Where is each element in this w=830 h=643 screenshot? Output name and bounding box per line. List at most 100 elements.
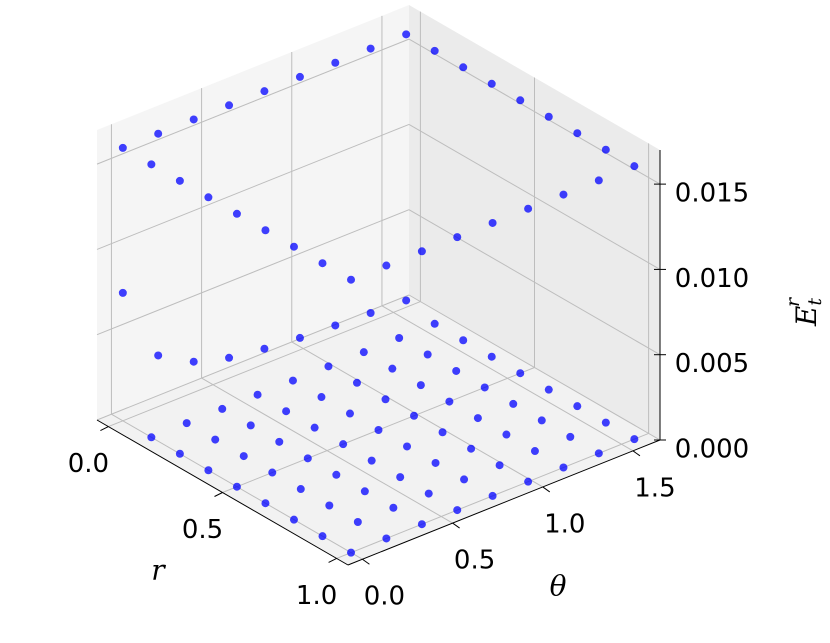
point <box>211 435 220 444</box>
tick-mark <box>362 558 370 565</box>
point <box>331 321 340 330</box>
point <box>253 390 262 399</box>
grid-line <box>408 123 661 270</box>
point <box>154 351 163 360</box>
tick-mark <box>328 557 337 563</box>
point <box>516 96 525 105</box>
point <box>345 409 354 418</box>
point <box>502 430 511 439</box>
grid-line <box>96 294 410 421</box>
point <box>331 58 340 67</box>
tick-mark <box>100 426 109 432</box>
point <box>559 463 568 472</box>
point <box>324 362 333 371</box>
point <box>573 402 582 411</box>
point <box>459 63 468 72</box>
point <box>204 193 213 202</box>
point <box>175 176 184 185</box>
point <box>189 357 198 366</box>
point <box>388 364 397 373</box>
point <box>275 437 284 446</box>
point <box>487 352 496 361</box>
z-label-sup: r <box>782 296 804 307</box>
point <box>430 46 439 55</box>
y-tick-label: 0.0 <box>364 582 405 612</box>
point <box>239 452 248 461</box>
z-tick-label: 0.000 <box>675 435 749 465</box>
point <box>268 468 277 477</box>
point <box>467 444 476 453</box>
point <box>509 399 518 408</box>
x-axis-label: r <box>151 554 166 587</box>
point <box>366 309 375 318</box>
point <box>438 428 447 437</box>
point <box>382 534 391 543</box>
tick-mark <box>214 492 223 497</box>
point <box>246 421 255 430</box>
point <box>175 449 184 458</box>
point <box>317 393 326 402</box>
point <box>544 112 553 121</box>
point <box>395 334 404 343</box>
z-tick-label: 0.010 <box>675 264 749 294</box>
grid-line <box>108 301 421 428</box>
point <box>332 470 341 479</box>
grid-line <box>408 294 661 441</box>
point <box>530 447 539 456</box>
point <box>430 319 439 328</box>
z-tick-label: 0.005 <box>675 349 749 379</box>
point <box>303 454 312 463</box>
point <box>524 477 533 486</box>
point <box>381 395 390 404</box>
x-tick-label: 0.0 <box>68 449 109 479</box>
point <box>318 532 327 541</box>
x-axis-line <box>96 419 349 566</box>
point <box>147 433 156 442</box>
point <box>261 226 270 235</box>
point <box>402 296 411 305</box>
point <box>495 461 504 470</box>
point <box>359 348 368 357</box>
point <box>487 79 496 88</box>
point <box>288 376 297 385</box>
point <box>232 482 241 491</box>
point <box>360 487 369 496</box>
x-tick-label: 1.0 <box>296 581 337 611</box>
y-tick-label: 1.5 <box>634 473 675 503</box>
point <box>353 517 362 526</box>
point <box>573 129 582 138</box>
point <box>204 466 213 475</box>
point <box>566 432 575 441</box>
point <box>318 259 327 268</box>
z-axis-label: Etr <box>782 296 826 327</box>
y-tick-label: 0.5 <box>454 546 495 576</box>
point <box>374 426 383 434</box>
point <box>352 378 361 387</box>
point <box>396 473 405 482</box>
point <box>347 548 356 557</box>
grid-line <box>201 377 453 524</box>
point <box>453 233 462 242</box>
point <box>516 369 525 378</box>
point <box>452 366 461 375</box>
point <box>431 458 440 467</box>
point <box>182 419 191 428</box>
grid-line <box>381 305 634 452</box>
tick-mark <box>632 450 641 457</box>
point <box>594 176 603 185</box>
point <box>295 72 304 81</box>
grid-line <box>408 209 661 356</box>
y-tick-label: 1.0 <box>544 509 585 539</box>
point <box>601 145 610 154</box>
point <box>410 411 419 420</box>
point <box>453 506 462 515</box>
grid-line <box>96 209 410 336</box>
y-axis-line <box>347 439 661 566</box>
point <box>282 407 291 416</box>
x-tick-label: 0.5 <box>182 515 223 545</box>
left-pane <box>97 5 409 420</box>
point <box>289 242 298 251</box>
point <box>289 515 298 524</box>
point <box>630 162 639 171</box>
